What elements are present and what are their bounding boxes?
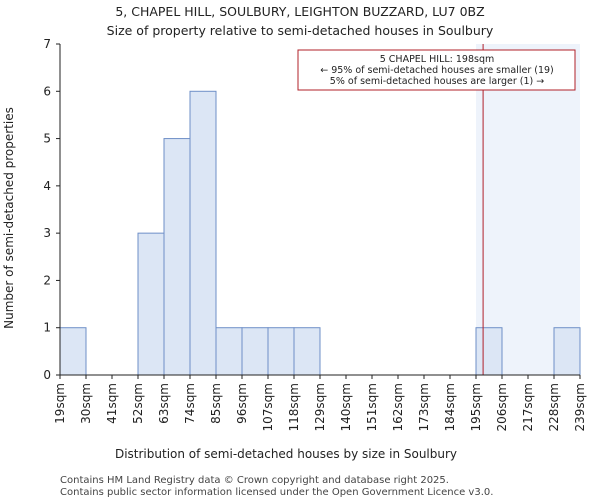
bar-19sqm xyxy=(59,327,87,376)
x-tick-label: 228sqm xyxy=(547,383,561,431)
y-tick-label: 2 xyxy=(43,273,51,287)
x-tick-label: 118sqm xyxy=(287,383,301,431)
chart-subtitle: Size of property relative to semi-detach… xyxy=(107,23,494,38)
x-tick-label: 151sqm xyxy=(365,383,379,431)
x-tick-label: 140sqm xyxy=(339,383,353,431)
x-tick-label: 52sqm xyxy=(131,383,145,424)
x-tick-label: 107sqm xyxy=(261,383,275,431)
y-tick-label: 3 xyxy=(43,226,51,240)
bar-107sqm xyxy=(267,327,295,376)
bar-63sqm xyxy=(163,138,191,376)
chart-title: 5, CHAPEL HILL, SOULBURY, LEIGHTON BUZZA… xyxy=(115,4,484,19)
x-tick-label: 162sqm xyxy=(391,383,405,431)
annotation-line-1: 5 CHAPEL HILL: 198sqm xyxy=(380,54,495,65)
x-tick-label: 30sqm xyxy=(79,383,93,424)
y-tick-label: 5 xyxy=(43,132,51,146)
x-tick-label: 41sqm xyxy=(105,383,119,424)
marker-annotation: 5 CHAPEL HILL: 198sqm ← 95% of semi-deta… xyxy=(297,49,576,91)
x-tick-label: 129sqm xyxy=(313,383,327,431)
bar-228sqm xyxy=(553,327,581,376)
x-tick-label: 85sqm xyxy=(209,383,223,424)
x-tick-label: 206sqm xyxy=(495,383,509,431)
x-tick-label: 74sqm xyxy=(183,383,197,424)
x-tick-label: 217sqm xyxy=(521,383,535,431)
x-tick-label: 19sqm xyxy=(53,383,67,424)
footer-line-1: Contains HM Land Registry data © Crown c… xyxy=(60,475,449,486)
bar-74sqm xyxy=(189,90,217,376)
bar-195sqm xyxy=(475,327,503,376)
y-axis-label: Number of semi-detached properties xyxy=(2,107,16,329)
annotation-line-2: ← 95% of semi-detached houses are smalle… xyxy=(320,65,554,76)
x-axis-label: Distribution of semi-detached houses by … xyxy=(115,447,457,461)
y-tick-label: 0 xyxy=(43,368,51,382)
x-tick-label: 173sqm xyxy=(417,383,431,431)
bar-52sqm xyxy=(137,232,165,376)
x-tick-label: 184sqm xyxy=(443,383,457,431)
footer-line-2: Contains public sector information licen… xyxy=(60,487,493,498)
x-tick-label: 195sqm xyxy=(469,383,483,431)
x-tick-label: 63sqm xyxy=(157,383,171,424)
annotation-box xyxy=(297,49,576,91)
y-tick-label: 7 xyxy=(43,37,51,51)
x-tick-label: 96sqm xyxy=(235,383,249,424)
y-tick-label: 6 xyxy=(43,84,51,98)
bar-85sqm xyxy=(215,327,243,376)
larger-properties-band xyxy=(476,44,580,375)
y-tick-label: 4 xyxy=(43,179,51,193)
x-tick-label: 239sqm xyxy=(573,383,587,431)
annotation-line-3: 5% of semi-detached houses are larger (1… xyxy=(330,76,544,87)
y-tick-label: 1 xyxy=(43,321,51,335)
bar-96sqm xyxy=(241,327,269,376)
bar-118sqm xyxy=(293,327,321,376)
